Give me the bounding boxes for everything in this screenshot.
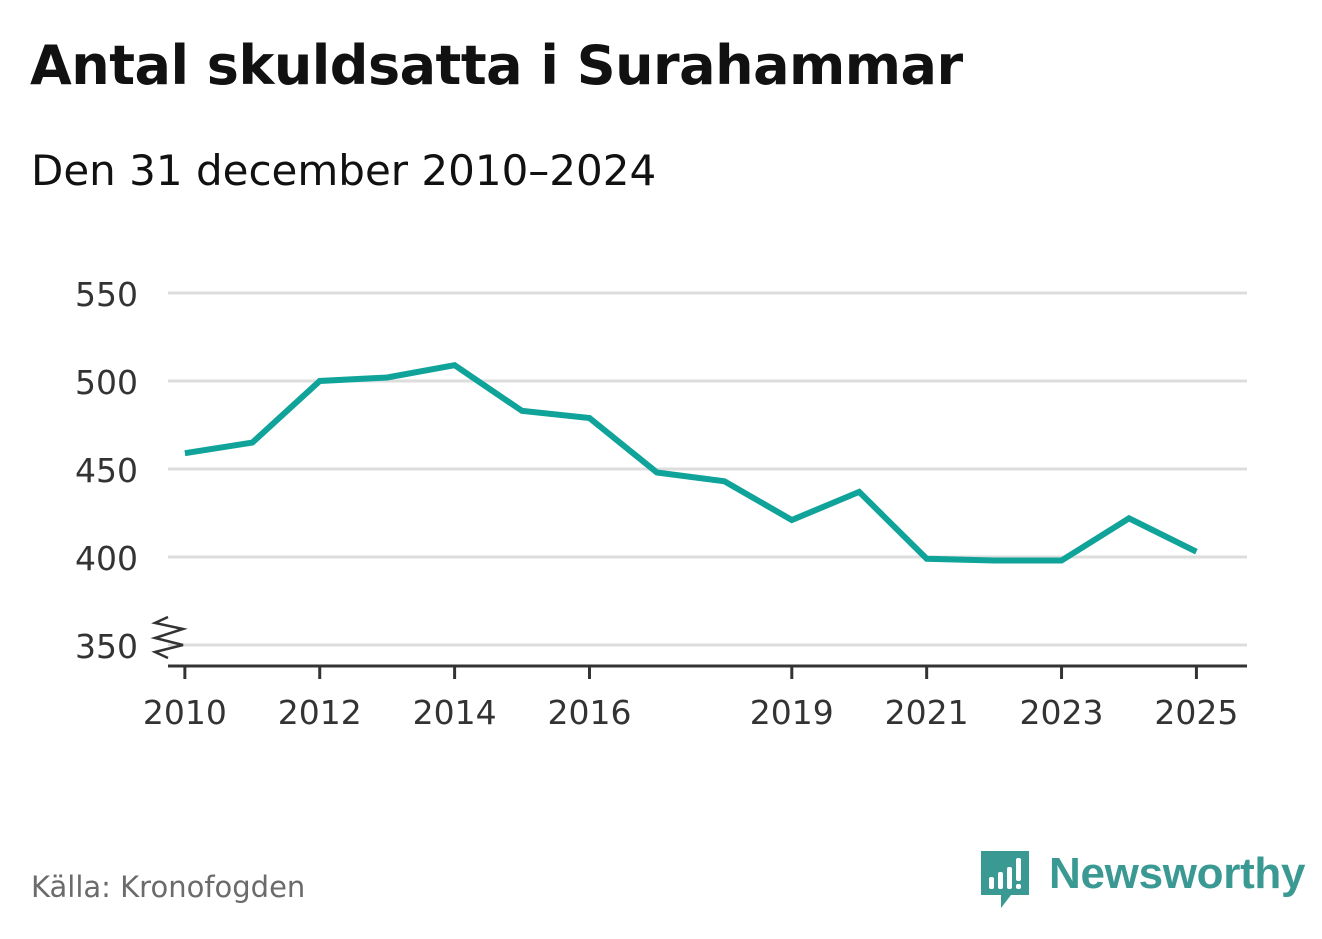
data-point-2015 <box>519 408 525 414</box>
x-tick-label: 2019 <box>750 693 834 732</box>
x-tick-label: 2012 <box>278 693 362 732</box>
data-point-2013 <box>384 374 390 380</box>
chart-subtitle: Den 31 december 2010–2024 <box>31 146 657 195</box>
y-tick-label: 550 <box>75 275 138 314</box>
chart-title: Antal skuldsatta i Surahammar <box>30 34 963 97</box>
x-tick-label: 2016 <box>547 693 631 732</box>
data-point-2017 <box>654 470 660 476</box>
x-axis-labels: 2010 2012 2014 2016 2019 2021 2023 2025 <box>143 693 1239 732</box>
data-point-2023 <box>1059 558 1065 564</box>
series-line-0 <box>184 362 1198 564</box>
x-tick-label: 2021 <box>885 693 969 732</box>
series-layer <box>182 362 1199 564</box>
x-tick-label: 2023 <box>1020 693 1104 732</box>
data-point-2021 <box>924 556 930 562</box>
data-point-2014 <box>452 362 458 368</box>
newsworthy-logo-icon <box>981 851 1029 908</box>
data-point-2022 <box>991 558 997 564</box>
y-axis-labels: 350 400 450 500 550 <box>75 275 138 666</box>
x-tick-label: 2025 <box>1154 693 1238 732</box>
y-tick-label: 500 <box>75 363 138 402</box>
source-note: Källa: Kronofogden <box>31 870 306 904</box>
x-tick-label: 2014 <box>413 693 497 732</box>
data-point-2010 <box>182 450 188 456</box>
data-point-2019 <box>789 517 795 523</box>
x-tick-label: 2010 <box>143 693 227 732</box>
data-point-2024 <box>1126 515 1132 521</box>
data-point-2012 <box>317 378 323 384</box>
data-point-2016 <box>586 415 592 421</box>
y-tick-label: 450 <box>75 451 138 490</box>
data-point-2011 <box>249 440 255 446</box>
brand-name: Newsworthy <box>1049 849 1306 898</box>
y-tick-label: 350 <box>75 627 138 666</box>
y-tick-label: 400 <box>75 539 138 578</box>
x-axis <box>168 664 1247 679</box>
newsworthy-logo: Newsworthy <box>981 849 1306 909</box>
data-point-2025 <box>1193 549 1199 555</box>
axis-break-icon <box>150 615 188 660</box>
data-point-2018 <box>721 478 727 484</box>
data-point-2020 <box>856 489 862 495</box>
